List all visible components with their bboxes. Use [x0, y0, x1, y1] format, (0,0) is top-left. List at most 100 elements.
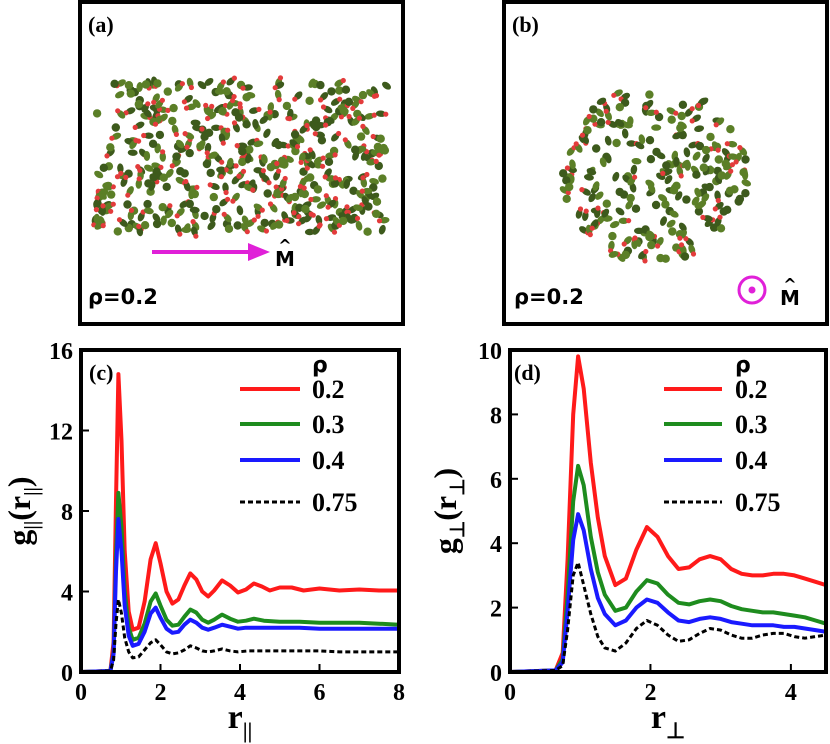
particle	[212, 205, 221, 214]
magnetization-hat-b: ^	[783, 275, 796, 294]
particle	[682, 195, 691, 204]
particle	[362, 187, 373, 195]
particle	[363, 227, 372, 236]
particle-tip	[695, 102, 702, 109]
particle	[694, 187, 702, 198]
y-tick-label: 4	[490, 532, 502, 558]
particle-tip	[199, 126, 205, 132]
particle	[110, 79, 119, 89]
particle	[253, 140, 264, 148]
particle	[353, 204, 363, 212]
particle-tip	[296, 221, 302, 227]
particle-tip	[342, 137, 348, 143]
particle	[94, 170, 104, 179]
particle	[143, 151, 151, 161]
particle	[106, 143, 115, 152]
particle	[310, 196, 321, 203]
particle	[136, 82, 143, 92]
particle-tip	[230, 198, 236, 204]
particle-tip	[109, 135, 115, 141]
particle	[608, 231, 617, 241]
particle-tip	[603, 108, 609, 114]
legend-title: ρ	[735, 353, 751, 378]
particle	[741, 189, 750, 198]
particle-tip	[204, 150, 210, 156]
particle-tip	[100, 223, 106, 229]
particle	[658, 194, 668, 202]
particle	[691, 196, 700, 206]
particle	[697, 200, 707, 209]
particle	[335, 86, 344, 95]
particle	[274, 220, 284, 229]
particle	[596, 118, 606, 127]
particle	[224, 224, 234, 233]
particle-tip	[276, 168, 282, 174]
particle	[189, 206, 200, 214]
particle-tip	[320, 104, 327, 110]
particle-tip	[194, 184, 200, 190]
particle	[645, 232, 654, 242]
particle-tip	[678, 242, 685, 248]
particle	[630, 164, 638, 175]
particle	[190, 119, 201, 127]
particle-tip	[632, 174, 638, 180]
particle	[631, 157, 642, 165]
particle-tip	[207, 182, 213, 188]
particle-tip	[322, 174, 328, 180]
particle-tip	[354, 215, 361, 221]
particle	[375, 110, 386, 117]
particle	[376, 134, 385, 143]
particle	[263, 189, 272, 198]
particle-tip	[583, 208, 589, 214]
y-tick-label: 16	[49, 339, 73, 365]
particle	[599, 157, 607, 168]
particle-tip	[358, 99, 364, 105]
particle-tip	[152, 121, 159, 127]
particle-tip	[643, 105, 649, 111]
chart-c-ylabel-text: g||(r||)	[1, 476, 43, 545]
x-tick-label: 2	[644, 680, 656, 706]
particle-tip	[729, 162, 736, 168]
particle-tip	[205, 115, 211, 122]
particle	[372, 197, 382, 206]
particle	[356, 132, 366, 141]
particle	[612, 138, 621, 148]
particle-tip	[737, 145, 743, 151]
particle-tip	[370, 133, 376, 140]
particle	[562, 176, 571, 185]
y-tick-label: 12	[49, 420, 73, 446]
particle-tip	[223, 189, 229, 196]
particle	[143, 132, 154, 139]
particle	[615, 207, 625, 216]
particle-tip	[589, 225, 595, 231]
y-tick-label: 2	[490, 597, 502, 623]
particle	[615, 103, 624, 112]
particle-tip	[225, 127, 231, 133]
particle	[208, 151, 218, 159]
particle-tip	[231, 75, 237, 81]
particle-tip	[128, 207, 135, 213]
legend-label-0.3: 0.3	[312, 410, 345, 439]
particle	[252, 119, 259, 129]
particle-tip	[193, 233, 199, 239]
particle-tip	[165, 107, 171, 113]
legend-label-0.75: 0.75	[735, 488, 781, 517]
particle-tip	[376, 152, 382, 158]
particle	[692, 170, 701, 179]
particle-tip	[123, 174, 129, 180]
particle	[741, 155, 750, 164]
particle-tip	[184, 144, 190, 150]
particle	[739, 168, 748, 177]
particle-tip	[359, 188, 365, 194]
particle-tip	[114, 174, 121, 180]
particle-tip	[174, 213, 180, 219]
x-tick-label: 6	[314, 680, 326, 706]
particle-tip	[276, 97, 282, 103]
particle	[741, 179, 752, 187]
y-tick-label: 0	[490, 661, 502, 687]
particle	[627, 116, 634, 127]
particle-tip	[715, 197, 721, 204]
particle	[93, 199, 100, 210]
particle	[654, 112, 664, 122]
particle	[242, 93, 251, 102]
